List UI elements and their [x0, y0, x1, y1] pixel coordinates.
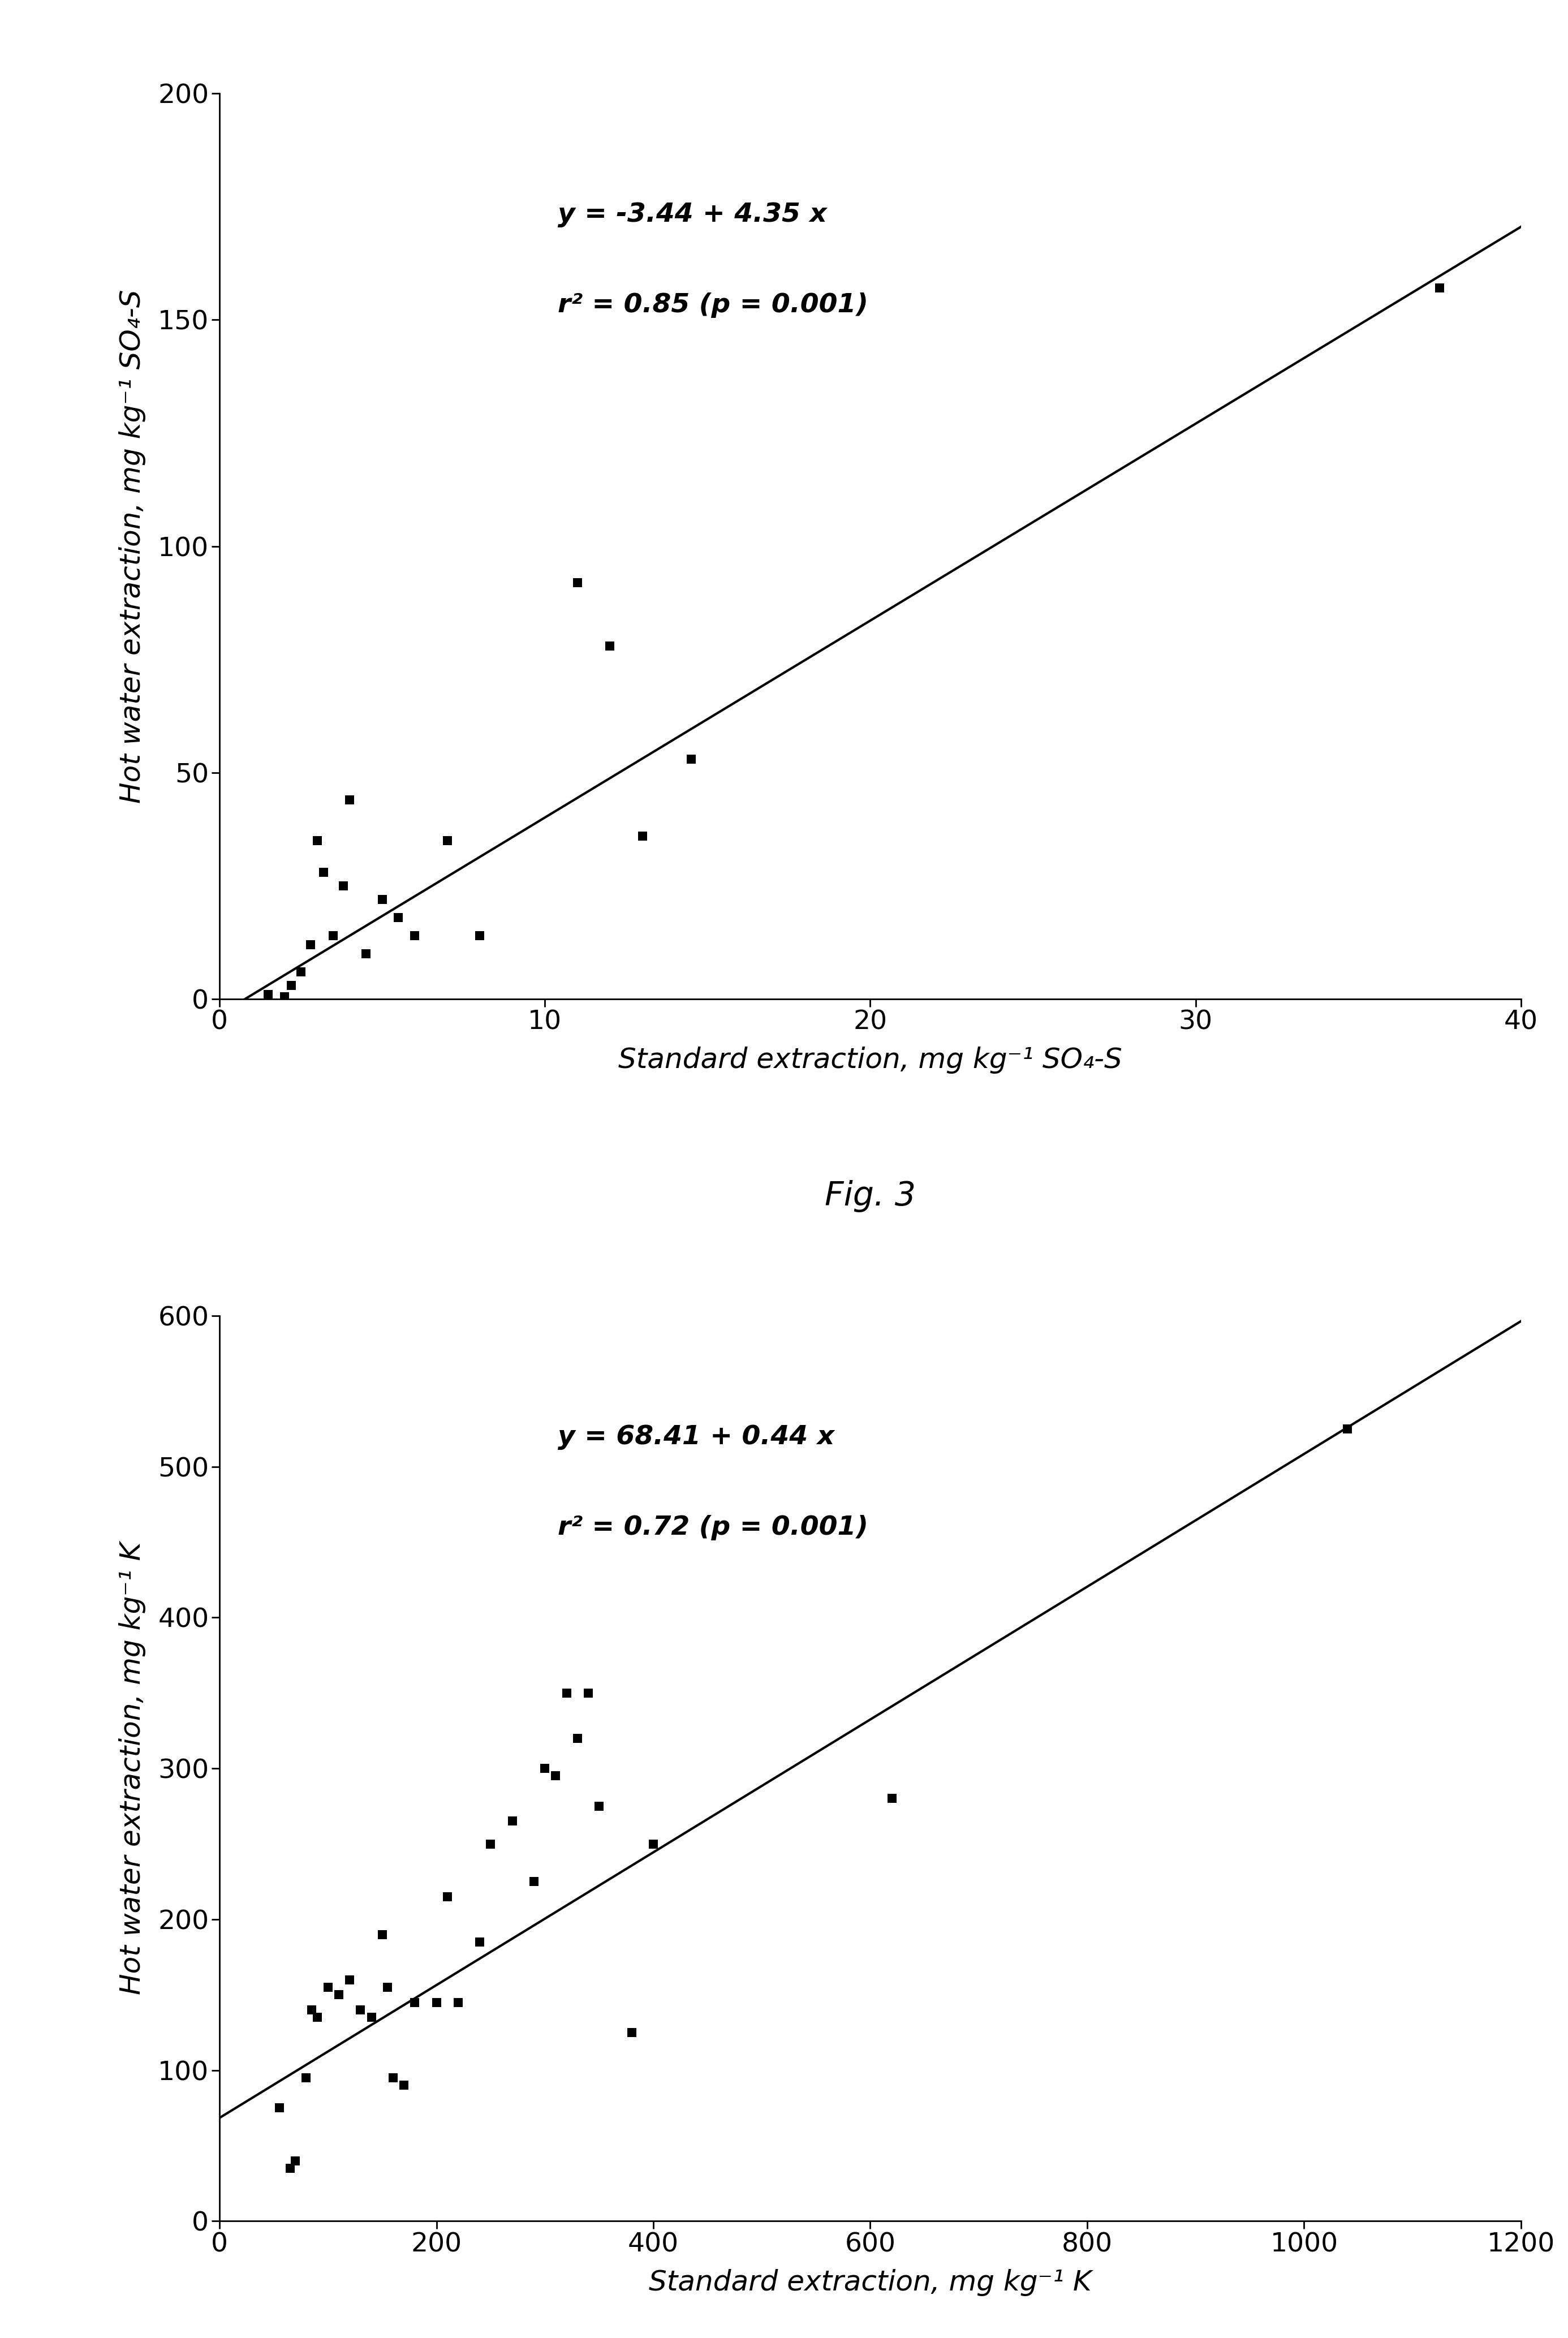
Point [293, 2060, 318, 2097]
Point [522, 1863, 547, 1901]
Point [401, 916, 426, 954]
Text: y = -3.44 + 4.35 x: y = -3.44 + 4.35 x [558, 201, 826, 227]
Point [597, 627, 622, 664]
Point [586, 1789, 612, 1826]
Point [348, 1992, 373, 2029]
Point [315, 1969, 340, 2006]
Point [278, 2149, 303, 2186]
Text: Fig. 3: Fig. 3 [825, 1181, 916, 1211]
Point [630, 818, 655, 856]
Point [310, 853, 336, 891]
Point [331, 867, 356, 905]
Point [289, 954, 314, 991]
Point [467, 1924, 492, 1962]
Point [337, 1962, 362, 1999]
Point [267, 2090, 292, 2128]
Point [375, 1969, 400, 2006]
Point [279, 966, 304, 1003]
Point [282, 2142, 307, 2179]
Point [564, 563, 590, 601]
Point [445, 1983, 470, 2020]
Point [298, 926, 323, 963]
Point [392, 2067, 417, 2104]
Point [381, 2060, 406, 2097]
Point [619, 2013, 644, 2050]
Point [423, 1983, 448, 2020]
Point [326, 1976, 351, 2013]
X-axis label: Standard extraction, mg kg⁻¹ K: Standard extraction, mg kg⁻¹ K [649, 2268, 1091, 2296]
Point [1427, 269, 1452, 306]
Text: y = 68.41 + 0.44 x: y = 68.41 + 0.44 x [558, 1424, 834, 1450]
Point [299, 1992, 325, 2029]
Point [434, 1877, 459, 1915]
Point [467, 916, 492, 954]
Point [273, 977, 298, 1015]
Point [304, 1999, 329, 2036]
Point [641, 1826, 666, 1863]
Point [370, 881, 395, 919]
Point [370, 1915, 395, 1952]
Point [575, 1674, 601, 1711]
Y-axis label: Hot water extraction, mg kg⁻¹ K: Hot water extraction, mg kg⁻¹ K [119, 1543, 146, 1994]
Point [880, 1779, 905, 1817]
Point [337, 781, 362, 818]
Point [353, 935, 378, 973]
Point [500, 1803, 525, 1840]
Point [533, 1749, 558, 1786]
Point [256, 975, 281, 1012]
Point [554, 1674, 579, 1711]
Point [478, 1826, 503, 1863]
Point [386, 898, 411, 935]
Point [321, 916, 347, 954]
Y-axis label: Hot water extraction, mg kg⁻¹ SO₄-S: Hot water extraction, mg kg⁻¹ SO₄-S [119, 290, 146, 804]
X-axis label: Standard extraction, mg kg⁻¹ SO₄-S: Standard extraction, mg kg⁻¹ SO₄-S [618, 1047, 1123, 1073]
Point [401, 1983, 426, 2020]
Point [564, 1718, 590, 1756]
Point [359, 1999, 384, 2036]
Point [679, 741, 704, 779]
Text: r² = 0.85 (p = 0.001): r² = 0.85 (p = 0.001) [558, 292, 869, 318]
Point [543, 1758, 568, 1796]
Point [304, 821, 329, 858]
Point [434, 821, 459, 858]
Point [1334, 1410, 1359, 1447]
Text: r² = 0.72 (p = 0.001): r² = 0.72 (p = 0.001) [558, 1515, 869, 1541]
